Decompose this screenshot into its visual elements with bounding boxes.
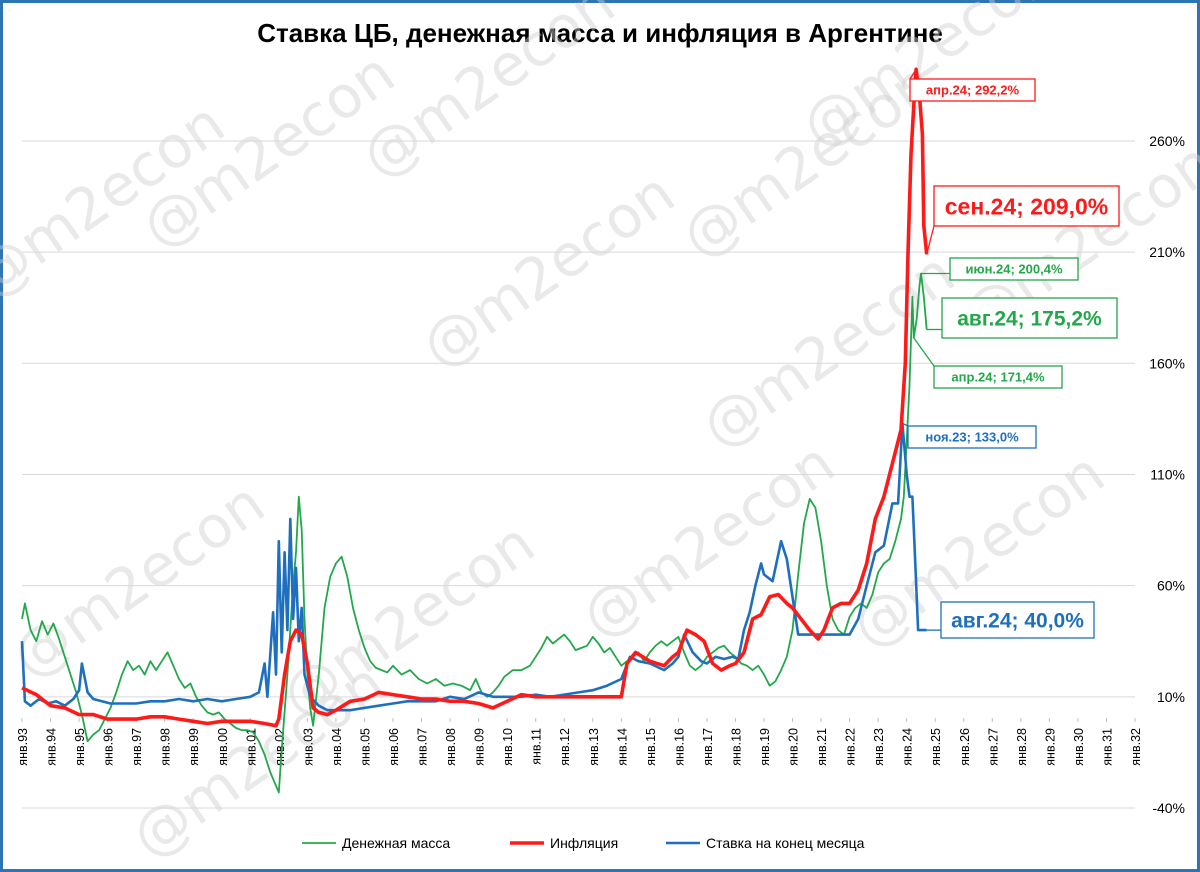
y-tick-label: -40% [1152, 800, 1185, 816]
x-tick-label: янв.97 [130, 728, 144, 766]
x-tick-label: янв.04 [330, 728, 344, 766]
y-tick-label: 110% [1150, 466, 1185, 482]
annotation-box [933, 365, 1063, 389]
annotation-box [933, 185, 1120, 227]
y-tick-label: 10% [1157, 689, 1185, 705]
x-tick-label: янв.17 [701, 728, 715, 766]
watermark-text: @m2econ [409, 159, 687, 382]
x-tick-label: янв.07 [416, 728, 430, 766]
annotation-leader [909, 68, 917, 80]
y-tick-label: 160% [1149, 355, 1185, 371]
y-tick-label: 210% [1149, 244, 1185, 260]
x-tick-label: янв.14 [615, 728, 629, 766]
x-tick-label: янв.10 [501, 728, 515, 766]
annotation-label: апр.24; 292,2% [926, 83, 1020, 98]
x-tick-label: янв.22 [844, 728, 858, 766]
annotation-label: апр.24; 171,4% [951, 370, 1045, 385]
annotation-box [909, 78, 1036, 102]
series-line [21, 67, 929, 728]
annotation-box [907, 425, 1037, 449]
x-tick-label: янв.09 [473, 728, 487, 766]
annotation-label: ноя.23; 133,0% [925, 430, 1019, 445]
x-tick-label: янв.94 [45, 728, 59, 766]
annotation-label: авг.24; 40,0% [951, 610, 1084, 633]
annotation-leader [913, 337, 935, 367]
x-tick-label: янв.01 [244, 728, 258, 766]
legend: Денежная масса Инфляция Ставка на конец ме… [302, 835, 865, 851]
x-tick-label: янв.98 [159, 728, 173, 766]
annotation-box [949, 257, 1079, 281]
x-tick-label: янв.28 [1015, 728, 1029, 766]
x-tick-label: янв.21 [815, 728, 829, 766]
annotation-label: июн.24; 200,4% [965, 262, 1062, 277]
legend-label: Денежная масса [342, 835, 450, 851]
x-tick-label: янв.15 [644, 728, 658, 766]
x-tick-label: янв.19 [758, 728, 772, 766]
annotation-box [940, 601, 1095, 639]
y-tick-label: 60% [1157, 578, 1185, 594]
watermark-text: @m2econ [569, 429, 847, 652]
x-tick-label: янв.29 [1043, 728, 1057, 766]
x-tick-label: янв.11 [530, 728, 544, 765]
annotation-label: сен.24; 209,0% [945, 193, 1109, 219]
x-tick-label: янв.32 [1129, 728, 1143, 766]
series-line [20, 422, 927, 712]
series-lines [20, 67, 929, 794]
y-tick-label: 260% [1149, 133, 1185, 149]
annotations: апр.24; 292,2% сен.24; 209,0% июн.24; 200,… [902, 68, 1120, 639]
x-tick-label: янв.18 [729, 728, 743, 766]
x-tick-label: янв.95 [73, 728, 87, 766]
chart-title: Ставка ЦБ, денежная масса и инфляция в А… [257, 18, 943, 48]
x-tick-label: янв.08 [444, 728, 458, 766]
x-tick-label: янв.03 [301, 728, 315, 766]
x-tick-label: янв.27 [986, 728, 1000, 766]
y-axis-tick-labels: -40% 10% 60% 110% 160% 210% 260% [1149, 133, 1185, 816]
annotation-box [941, 297, 1118, 339]
x-tick-label: янв.20 [787, 728, 801, 766]
x-tick-label: янв.12 [558, 728, 572, 766]
legend-label: Инфляция [550, 835, 618, 851]
x-tick-label: янв.23 [872, 728, 886, 766]
annotation-leader [926, 225, 935, 255]
x-tick-label: янв.25 [929, 728, 943, 766]
x-tick-label: янв.02 [273, 728, 287, 766]
x-tick-label: янв.30 [1072, 728, 1086, 766]
annotation-leader [902, 422, 909, 427]
x-tick-label: янв.31 [1100, 728, 1114, 766]
x-tick-label: янв.96 [102, 728, 116, 766]
x-tick-label: янв.93 [16, 728, 30, 766]
x-axis-tick-labels: янв.93 янв.94 янв.95 янв.96 янв.97 янв.98 янв.… [16, 718, 1143, 766]
x-tick-label: янв.00 [216, 728, 230, 766]
x-tick-label: янв.06 [387, 728, 401, 766]
x-tick-label: янв.99 [187, 728, 201, 766]
legend-label: Ставка на конец месяца [706, 835, 865, 851]
x-tick-label: янв.16 [672, 728, 686, 766]
x-tick-label: янв.05 [358, 728, 372, 766]
watermark-text: @m2econ [0, 469, 277, 692]
annotation-label: авг.24; 175,2% [957, 308, 1102, 331]
x-tick-label: янв.24 [901, 728, 915, 766]
x-tick-label: янв.13 [587, 728, 601, 766]
x-tick-label: янв.26 [958, 728, 972, 766]
